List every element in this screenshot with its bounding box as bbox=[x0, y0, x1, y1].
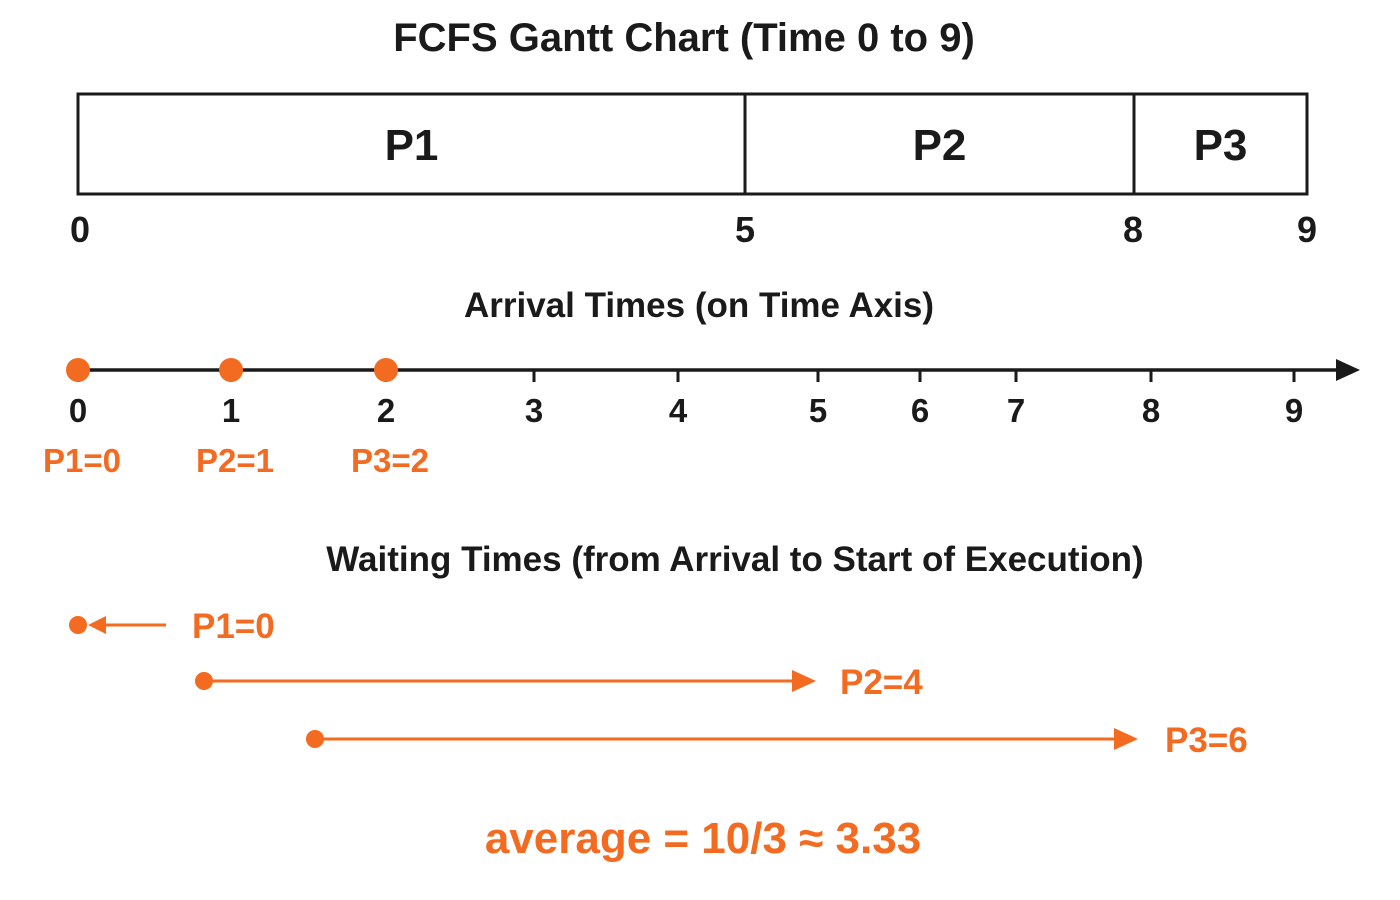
gantt-segment-p3 bbox=[1132, 92, 1309, 196]
arrival-axis: 0 1 2 3 4 5 6 7 8 9 P1=0 P2=1 P3=2 bbox=[43, 358, 1360, 479]
arrival-point bbox=[66, 358, 90, 382]
gantt-time-label: 0 bbox=[70, 209, 90, 250]
waiting-arrow-head bbox=[88, 616, 106, 634]
arrival-label: P2=1 bbox=[196, 442, 274, 479]
arrival-point bbox=[219, 358, 243, 382]
axis-arrow-head bbox=[1336, 359, 1360, 381]
gantt-segment-label: P2 bbox=[913, 121, 967, 170]
axis-tick-label: 9 bbox=[1285, 392, 1303, 429]
axis-tick-label: 0 bbox=[69, 392, 87, 429]
gantt-segment-label: P1 bbox=[385, 121, 439, 170]
waiting-start-dot bbox=[69, 616, 87, 634]
gantt-chart: P1 P2 P3 0 5 8 9 bbox=[70, 92, 1317, 250]
gantt-time-label: 8 bbox=[1123, 209, 1143, 250]
axis-tick-label: 1 bbox=[222, 392, 240, 429]
axis-tick-label: 8 bbox=[1142, 392, 1160, 429]
waiting-label: P1=0 bbox=[192, 607, 275, 646]
axis-tick-label: 5 bbox=[809, 392, 827, 429]
waiting-arrow-head bbox=[792, 670, 816, 692]
gantt-time-label: 9 bbox=[1297, 209, 1317, 250]
average-text: average = 10/3 ≈ 3.33 bbox=[484, 814, 922, 863]
arrival-label: P3=2 bbox=[351, 442, 429, 479]
waiting-arrow-head bbox=[1114, 728, 1138, 750]
axis-tick-label: 2 bbox=[377, 392, 395, 429]
waiting-title: Waiting Times (from Arrival to Start of … bbox=[326, 540, 1144, 579]
waiting-label: P2=4 bbox=[840, 663, 923, 702]
gantt-title: FCFS Gantt Chart (Time 0 to 9) bbox=[393, 16, 975, 60]
axis-tick-label: 7 bbox=[1007, 392, 1025, 429]
axis-tick-label: 6 bbox=[911, 392, 929, 429]
arrival-title: Arrival Times (on Time Axis) bbox=[463, 286, 935, 325]
axis-tick-label: 4 bbox=[669, 392, 688, 429]
arrival-label: P1=0 bbox=[43, 442, 121, 479]
waiting-label: P3=6 bbox=[1165, 721, 1248, 760]
gantt-time-label: 5 bbox=[735, 209, 755, 250]
arrival-point bbox=[374, 358, 398, 382]
waiting-arrows: P1=0 P2=4 P3=6 bbox=[69, 607, 1248, 760]
gantt-segment-p2 bbox=[743, 92, 1136, 196]
axis-tick-label: 3 bbox=[525, 392, 543, 429]
gantt-segment-label: P3 bbox=[1194, 121, 1248, 170]
